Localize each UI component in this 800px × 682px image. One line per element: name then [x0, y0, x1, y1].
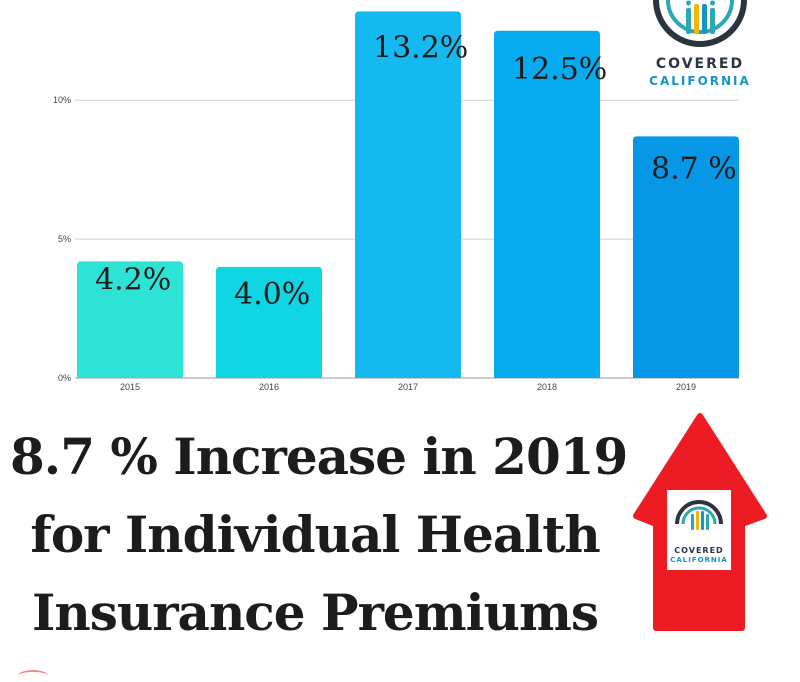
arrow-logo-line1: COVERED	[674, 546, 724, 555]
bar-value-label-2018: 12.5%	[512, 52, 607, 87]
covered-california-logo: COVERED CALIFORNIA	[640, 0, 760, 95]
x-tick-label-2015: 2015	[120, 382, 140, 392]
x-tick-label-2018: 2018	[537, 382, 557, 392]
arrow-logo-line2: CALIFORNIA	[670, 556, 728, 564]
x-tick-label-2017: 2017	[398, 382, 418, 392]
bar-value-label-2016: 4.0%	[234, 277, 310, 312]
headline: 8.7 % Increase in 2019 for Individual He…	[10, 418, 628, 652]
y-tick-label: 0%	[58, 373, 71, 383]
logo-line2: CALIFORNIA	[649, 74, 751, 88]
covered-california-emblem-small-icon	[675, 500, 723, 530]
y-tick-label: 10%	[53, 95, 71, 105]
bar-2016	[216, 266, 322, 378]
bar-value-label-2017: 13.2%	[373, 30, 468, 65]
headline-line3: Insurance Premiums	[31, 583, 599, 642]
logo-line1: COVERED	[655, 56, 745, 72]
bar-2017	[355, 11, 461, 378]
premium-increase-bar-chart: 0% 5% 10% 4.2% 4.0% 13.2% 12.5% 8.7 % 2015 2016…	[53, 11, 739, 392]
arrow-covered-california-logo: COVERED CALIFORNIA	[667, 490, 731, 570]
bar-value-label-2015: 4.2%	[95, 262, 171, 297]
bar-2019	[633, 136, 739, 378]
stamp-mark	[18, 670, 48, 682]
covered-california-emblem-icon	[653, 0, 747, 47]
y-tick-label: 5%	[58, 234, 71, 244]
headline-line2: for Individual Health	[30, 505, 600, 564]
headline-line1: 8.7 % Increase in 2019	[10, 427, 628, 486]
x-tick-label-2016: 2016	[259, 382, 279, 392]
x-tick-label-2019: 2019	[676, 382, 696, 392]
bar-2018	[494, 30, 600, 379]
bar-value-label-2019: 8.7 %	[651, 151, 737, 186]
bar-2015	[77, 261, 183, 378]
